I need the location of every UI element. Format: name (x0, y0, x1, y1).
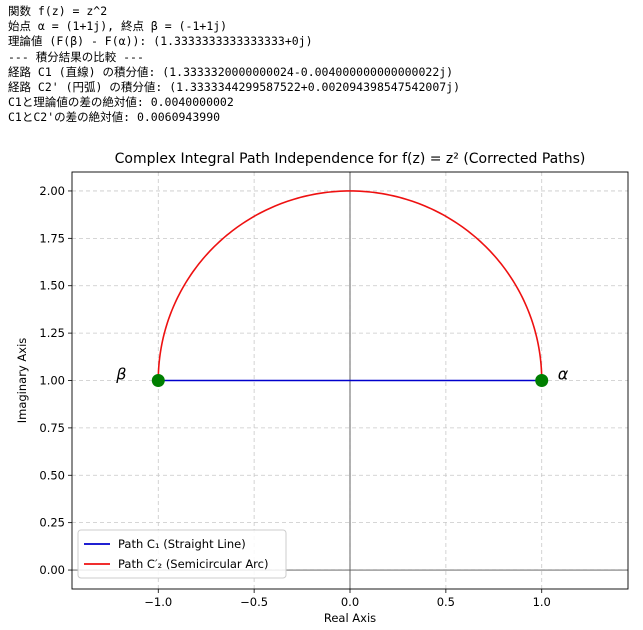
y-tick-label: 0.00 (39, 563, 65, 577)
point-beta-label: β (115, 365, 126, 384)
x-tick-label: 1.0 (533, 595, 551, 609)
console-line: C1と理論値の差の絶対値: 0.0040000002 (8, 95, 234, 110)
x-tick-label: 0.5 (437, 595, 455, 609)
y-tick-label: 0.75 (39, 421, 65, 435)
console-line: --- 積分結果の比較 --- (8, 49, 144, 64)
console-line: 経路 C2' (円弧) の積分値: (1.3333344299587522+0.… (8, 79, 461, 94)
path-c2-arc (157, 190, 543, 381)
y-tick-label: 1.00 (39, 374, 65, 388)
x-tick-label: 0.0 (341, 595, 359, 609)
legend-entry: Path C′₂ (Semicircular Arc) (118, 557, 268, 571)
y-tick-label: 2.00 (39, 184, 65, 198)
console-line: 理論値 (F(β) - F(α)): (1.3333333333333333+0… (8, 34, 313, 49)
x-axis-label: Real Axis (324, 611, 376, 625)
x-tick-label: −0.5 (240, 595, 268, 609)
console-line: 始点 α = (1+1j), 終点 β = (-1+1j) (8, 19, 228, 34)
y-tick-label: 1.50 (39, 279, 65, 293)
y-axis-label: Imaginary Axis (15, 338, 29, 424)
x-tick-label: −1.0 (144, 595, 172, 609)
console-output: 関数 f(z) = z^2 始点 α = (1+1j), 終点 β = (-1+1… (8, 4, 460, 126)
point-alpha-label: α (558, 365, 569, 384)
console-line: C1とC2'の差の絶対値: 0.0060943990 (8, 110, 221, 125)
legend-entry: Path C₁ (Straight Line) (118, 537, 246, 551)
point-alpha-marker (535, 374, 549, 387)
y-tick-label: 0.25 (39, 516, 65, 530)
console-line: 経路 C1 (直線) の積分値: (1.3333320000000024-0.0… (8, 64, 454, 79)
y-tick-label: 0.50 (39, 468, 65, 482)
legend-box (77, 529, 287, 579)
y-tick-label: 1.75 (39, 231, 65, 245)
y-tick-label: 1.25 (39, 326, 65, 340)
console-line: 関数 f(z) = z^2 (8, 4, 108, 18)
point-beta-marker (151, 374, 165, 387)
chart-title: Complex Integral Path Independence for f… (115, 151, 586, 167)
